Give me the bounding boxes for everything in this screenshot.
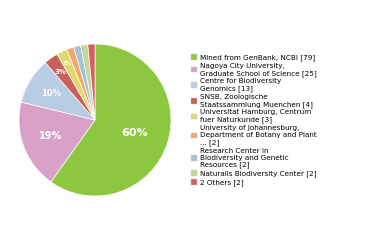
Wedge shape [45,54,95,120]
Wedge shape [57,49,95,120]
Text: 19%: 19% [39,132,62,141]
Wedge shape [51,44,171,196]
Wedge shape [81,44,95,120]
Wedge shape [19,102,95,182]
Text: 10%: 10% [41,89,61,98]
Legend: Mined from GenBank, NCBI [79], Nagoya City University,
Graduate School of Scienc: Mined from GenBank, NCBI [79], Nagoya Ci… [190,53,318,187]
Wedge shape [21,63,95,120]
Wedge shape [88,44,95,120]
Wedge shape [67,47,95,120]
Text: 60%: 60% [122,128,148,138]
Text: 2%: 2% [63,61,72,66]
Wedge shape [74,45,95,120]
Text: 3%: 3% [55,69,66,75]
